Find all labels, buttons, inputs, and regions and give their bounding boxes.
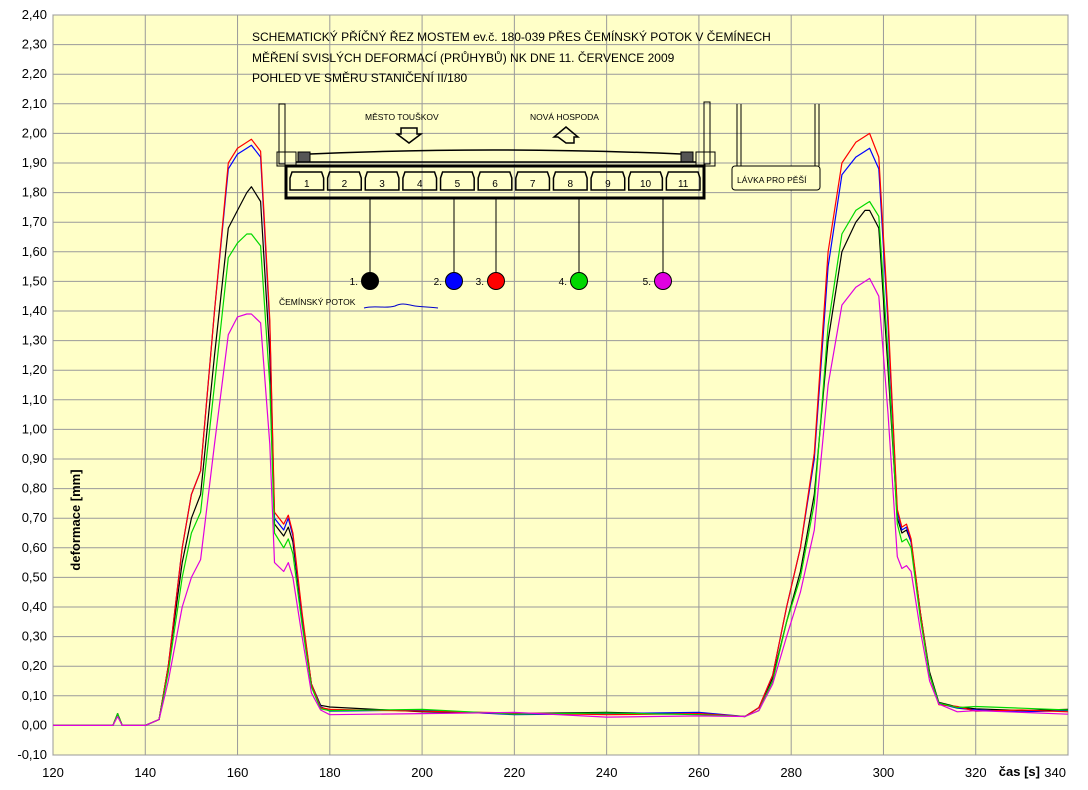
- sensor-marker-3: [487, 272, 505, 290]
- beam-outline: [326, 171, 363, 191]
- x-tick-label: 220: [504, 765, 526, 780]
- beam-outline: [439, 171, 475, 191]
- y-tick-label: 0,20: [22, 658, 47, 673]
- y-tick-label: 1,70: [22, 214, 47, 229]
- y-tick-label: 0,80: [22, 481, 47, 496]
- sensor-label: 4.: [559, 277, 567, 288]
- x-tick-label: 180: [319, 765, 341, 780]
- sensor-marker-1: [361, 272, 379, 290]
- beam-number: 4: [417, 179, 423, 190]
- x-tick-label: 200: [411, 765, 433, 780]
- stream-label: ČEMÍNSKÝ POTOK: [279, 297, 356, 307]
- y-tick-label: 1,30: [22, 333, 47, 348]
- y-tick-label: 1,20: [22, 362, 47, 377]
- y-tick-label: 2,00: [22, 125, 47, 140]
- y-tick-label: 1,80: [22, 185, 47, 200]
- chart-subtitle: MĚŘENÍ SVISLÝCH DEFORMACÍ (PRŮHYBŮ) NK D…: [252, 50, 675, 65]
- x-tick-labels: 120 140 160 180 200 220 240 260 280 300 320 340: [42, 765, 1066, 780]
- y-tick-label: -0,10: [17, 747, 47, 762]
- beam-number: 8: [567, 179, 573, 190]
- y-tick-label: 0,70: [22, 510, 47, 525]
- arrow-up-icon: [551, 126, 581, 144]
- y-axis-title: deformace [mm]: [68, 469, 83, 570]
- y-tick-label: 0,40: [22, 599, 47, 614]
- plot-area: [52, 14, 1069, 756]
- beam-outline: [477, 171, 513, 191]
- beam-outline: [552, 171, 588, 191]
- x-tick-label: 280: [780, 765, 802, 780]
- sensor-marker-2: [445, 272, 463, 290]
- footbridge-label: LÁVKA PRO PĚŠÍ: [737, 175, 807, 185]
- arrow-down-icon: [394, 127, 424, 144]
- x-tick-label: 160: [227, 765, 249, 780]
- sensor-label: 2.: [434, 277, 442, 288]
- x-tick-label: 300: [873, 765, 895, 780]
- x-tick-label: 140: [134, 765, 156, 780]
- chart-subtitle-2: POHLED VE SMĚRU STANIČENÍ II/180: [252, 70, 467, 85]
- y-tick-label: 1,60: [22, 244, 47, 259]
- beam-number: 7: [530, 179, 536, 190]
- series-line-4: [53, 200, 1069, 726]
- y-tick-label: 1,00: [22, 421, 47, 436]
- chart-title: SCHEMATICKÝ PŘÍČNÝ ŘEZ MOSTEM ev.č. 180-…: [252, 29, 771, 44]
- x-tick-label: 240: [596, 765, 618, 780]
- y-tick-label: 2,20: [22, 66, 47, 81]
- beam-number: 6: [492, 179, 498, 190]
- x-tick-label: 320: [965, 765, 987, 780]
- series-line-5: [53, 277, 1069, 726]
- series-lines: [53, 132, 1069, 726]
- bridge-cross-section: MĚSTO TOUŠKOV NOVÁ HOSPODA 1 2 3 4 5 6 7 8 9 10 11…: [276, 101, 821, 309]
- direction-right-label: NOVÁ HOSPODA: [530, 112, 599, 122]
- direction-left-label: MĚSTO TOUŠKOV: [365, 112, 439, 122]
- y-tick-label: 0,50: [22, 569, 47, 584]
- y-tick-labels: -0,10 0,00 0,10 0,20 0,30 0,40 0,50 0,60 0,70 0,8…: [17, 7, 47, 762]
- x-tick-label: 260: [688, 765, 710, 780]
- y-tick-label: 0,60: [22, 540, 47, 555]
- beam-number: 3: [379, 179, 385, 190]
- y-tick-label: 2,30: [22, 37, 47, 52]
- beam-outline: [289, 171, 325, 191]
- beam-outline: [590, 171, 626, 191]
- y-tick-label: 1,10: [22, 392, 47, 407]
- y-tick-label: 0,00: [22, 717, 47, 732]
- sensor-marker-5: [654, 272, 672, 290]
- beam-outline: [515, 171, 551, 191]
- beam-outline: [402, 171, 438, 191]
- beam-outline: [627, 171, 664, 191]
- beam-number: 11: [678, 179, 689, 190]
- y-tick-label: 0,90: [22, 451, 47, 466]
- beam-number: 9: [605, 179, 611, 190]
- y-tick-label: 0,30: [22, 629, 47, 644]
- beam-outline: [665, 171, 701, 191]
- y-tick-label: 2,40: [22, 7, 47, 22]
- y-tick-label: 0,10: [22, 688, 47, 703]
- x-tick-label: 340: [1044, 765, 1066, 780]
- x-axis-title: čas [s]: [999, 764, 1040, 779]
- beam-outline: [364, 171, 400, 191]
- sensor-label: 5.: [643, 277, 651, 288]
- y-tick-label: 2,10: [22, 96, 47, 111]
- x-tick-label: 120: [42, 765, 64, 780]
- y-tick-label: 1,90: [22, 155, 47, 170]
- sensor-label: 3.: [476, 277, 484, 288]
- beam-number: 2: [342, 179, 348, 190]
- grid: [52, 14, 1069, 756]
- sensor-label: 1.: [350, 277, 358, 288]
- sensor-marker-4: [570, 272, 588, 290]
- beam-number: 10: [640, 179, 652, 190]
- beam-number: 5: [455, 179, 461, 190]
- beam-number: 1: [304, 179, 310, 190]
- stream-line: [363, 303, 439, 309]
- y-tick-label: 1,40: [22, 303, 47, 318]
- y-tick-label: 1,50: [22, 273, 47, 288]
